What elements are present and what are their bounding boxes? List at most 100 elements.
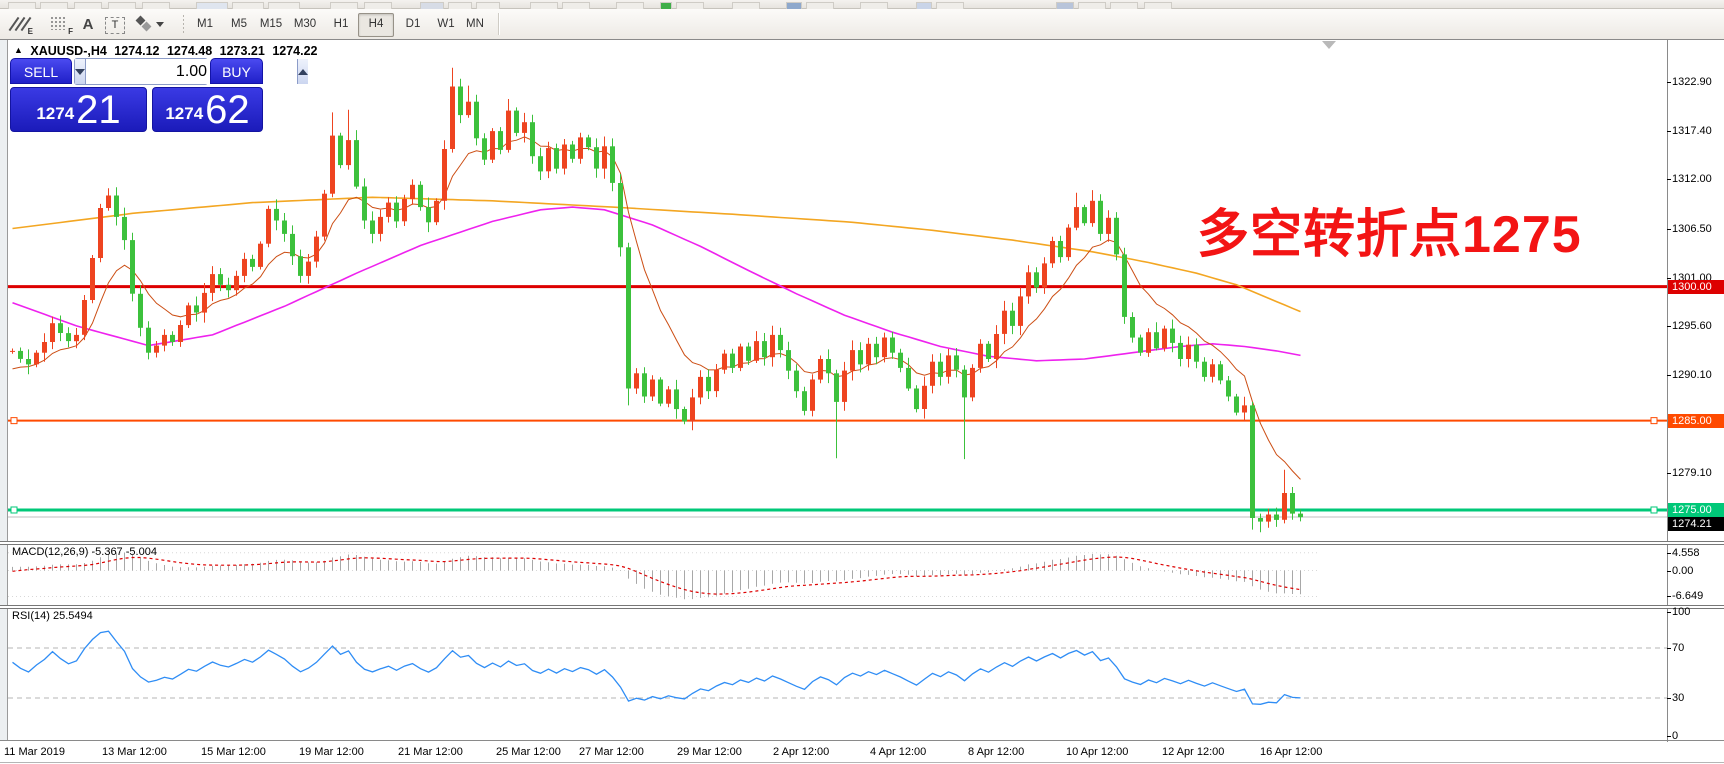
timeframe-button-m15[interactable]: M15: [259, 18, 283, 30]
clipped-toolbar-button: [268, 2, 300, 9]
clipped-toolbar-button: [448, 2, 472, 9]
macd-tick-0.00: 0.00: [1667, 564, 1724, 578]
clipped-toolbar-button: [74, 2, 102, 9]
date-tick: 4 Apr 12:00: [870, 746, 927, 758]
price-tick-1290.10: 1290.10: [1667, 368, 1724, 382]
grid-icon: F: [49, 15, 73, 36]
bid-price-tag: 1274.21: [1668, 517, 1724, 532]
volume-input[interactable]: [86, 59, 297, 84]
macd-value-signal: -5.004: [125, 546, 157, 558]
clipped-toolbar-button: [196, 2, 228, 9]
macd-value-main: -5.367: [91, 546, 123, 558]
date-tick: 2 Apr 12:00: [773, 746, 830, 758]
date-tick: 15 Mar 12:00: [201, 746, 266, 758]
volume-up-button[interactable]: [297, 59, 308, 84]
price-tick-1295.60: 1295.60: [1667, 319, 1724, 333]
clipped-toolbar-button: [40, 2, 68, 9]
volume-control: [74, 58, 308, 85]
clipped-toolbar-button: [476, 2, 500, 9]
date-tick: 10 Apr 12:00: [1066, 746, 1129, 758]
sell-button[interactable]: SELL: [10, 58, 72, 84]
ohlc-low: 1273.21: [219, 44, 265, 58]
triangle-up-icon: [298, 68, 308, 75]
clipped-toolbar-button: [232, 2, 264, 9]
level-price-tag-1275.00: 1275.00: [1668, 502, 1724, 517]
arrows-icon: [135, 15, 152, 33]
date-tick: 25 Mar 12:00: [496, 746, 561, 758]
date-tick: 16 Apr 12:00: [1260, 746, 1323, 758]
clipped-toolbar-button: [786, 2, 802, 9]
rsi-tick-30: 30: [1667, 691, 1724, 705]
channel-lines-icon: E: [8, 15, 33, 36]
panel-splitter[interactable]: [0, 605, 1724, 609]
rsi-tick-100: 100: [1667, 605, 1724, 619]
one-click-trade-panel: SELL BUY 1274 21 1274 62: [10, 58, 308, 132]
price-tick-1312.00: 1312.00: [1667, 172, 1724, 186]
ohlc-high: 1274.48: [166, 44, 213, 58]
letter-a-icon: A: [82, 15, 94, 33]
macd-tick--6.649: -6.649: [1667, 589, 1724, 603]
main-chart-svg: [8, 67, 1667, 533]
rsi-value: 25.5494: [52, 610, 93, 622]
price-tick-1322.90: 1322.90: [1667, 75, 1724, 89]
level-price-tag-1285.00: 1285.00: [1668, 413, 1724, 428]
clipped-toolbar-button: [860, 2, 888, 9]
date-tick: 11 Mar 2019: [4, 746, 65, 758]
fibonacci-grid-tool-button[interactable]: F: [45, 12, 75, 36]
buy-button[interactable]: BUY: [210, 58, 263, 84]
price-tick-1317.40: 1317.40: [1667, 124, 1724, 138]
toolbar-separator: [498, 13, 499, 35]
clipped-toolbar-button: [732, 2, 760, 9]
arrows-tool-button[interactable]: [132, 12, 168, 36]
volume-down-button[interactable]: [75, 59, 86, 84]
clipped-toolbar-button: [806, 2, 834, 9]
border-bottom: [0, 762, 1724, 763]
macd-tick-4.558: 4.558: [1667, 546, 1724, 560]
axis-border: [1667, 39, 1668, 742]
clipped-toolbar-button: [330, 2, 358, 9]
text-label-tool-button[interactable]: A: [78, 12, 98, 36]
timeframe-button-w1[interactable]: W1: [437, 18, 455, 30]
timeframe-button-m1[interactable]: M1: [197, 18, 213, 30]
date-tick: 12 Apr 12:00: [1162, 746, 1225, 758]
border: [0, 39, 1724, 40]
panel-splitter[interactable]: [0, 541, 1724, 545]
symbol-name: XAUUSD-,H4: [30, 44, 107, 58]
collapse-triangle-icon[interactable]: ▲: [14, 45, 23, 55]
text-box-tool-button[interactable]: T: [101, 12, 127, 36]
symbol-ohlc-line: ▲ XAUUSD-,H4 1274.12 1274.48 1273.21 127…: [14, 44, 322, 58]
date-axis-border: [0, 740, 1724, 741]
clipped-toolbar-button: [1110, 2, 1138, 9]
sell-price-box[interactable]: 1274 21: [10, 87, 147, 132]
clipped-toolbar-button: [108, 2, 136, 9]
buy-price-pips: 62: [205, 88, 250, 132]
chart-shift-marker-icon[interactable]: [1322, 41, 1336, 49]
clipped-toolbar-button: [142, 2, 170, 9]
price-tick-1306.50: 1306.50: [1667, 222, 1724, 236]
clipped-toolbar-button: [364, 2, 392, 9]
clipped-toolbar-button: [916, 2, 932, 9]
top-toolbar-clipped: [0, 0, 1724, 9]
buy-price-box[interactable]: 1274 62: [152, 87, 263, 132]
rsi-label: RSI(14) 25.5494: [12, 610, 93, 622]
timeframe-button-mn[interactable]: MN: [466, 18, 484, 30]
clipped-toolbar-button: [1144, 2, 1172, 9]
chart-annotation-text: 多空转折点1275: [1197, 206, 1582, 264]
timeframe-button-h1[interactable]: H1: [333, 18, 349, 30]
date-tick: 29 Mar 12:00: [677, 746, 742, 758]
clipped-toolbar-button: [420, 2, 444, 9]
timeframe-button-h4[interactable]: H4: [358, 13, 394, 37]
timeframe-button-m5[interactable]: M5: [231, 18, 247, 30]
date-tick: 27 Mar 12:00: [579, 746, 644, 758]
timeframe-button-d1[interactable]: D1: [405, 18, 421, 30]
left-gutter: [0, 40, 8, 741]
macd-label: MACD(12,26,9) -5.367 -5.004: [12, 546, 157, 558]
date-tick: 13 Mar 12:00: [102, 746, 167, 758]
macd-svg: [8, 552, 1318, 600]
clipped-toolbar-button: [660, 2, 672, 9]
timeframe-button-m30[interactable]: M30: [293, 18, 317, 30]
toolbar-grip[interactable]: [182, 14, 185, 34]
price-tick-1279.10: 1279.10: [1667, 466, 1724, 480]
ohlc-open: 1274.12: [114, 44, 160, 58]
crosshair-lines-tool-button[interactable]: E: [4, 12, 36, 36]
